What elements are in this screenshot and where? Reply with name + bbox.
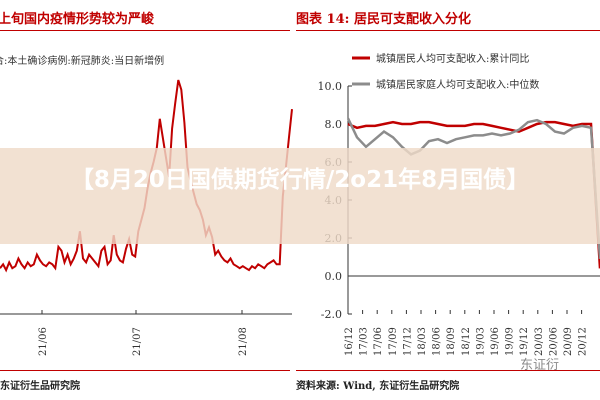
- right-y-tick-label: -2.0: [321, 308, 342, 321]
- left-series-label: 合:本土确诊病例:新冠肺炎:当日新增例: [0, 56, 165, 67]
- left-chart-title: 上旬国内疫情形势较为严峻: [0, 12, 155, 27]
- right-legend-label: 城镇居民人均可支配收入:累计同比: [376, 52, 529, 65]
- left-x-tick-label: 21/06: [38, 327, 49, 356]
- left-source-text: 东证衍生品研究院: [0, 381, 80, 392]
- headline-text: 【8月20日国债期货行情/2o21年8月国债】: [70, 167, 530, 193]
- right-chart-title: 图表 14: 居民可支配收入分化: [296, 12, 471, 27]
- right-x-tick-label: 20/09: [563, 327, 574, 356]
- right-x-tick-label: 19/03: [475, 327, 486, 356]
- left-title-rule: [0, 30, 290, 31]
- right-x-tick-label: 20/06: [548, 327, 559, 356]
- watermark-logo: 东证衍: [520, 358, 560, 373]
- left-x-tick-label: 21/08: [238, 327, 249, 356]
- right-series-line: [346, 117, 600, 259]
- right-x-tick-label: 17/06: [373, 327, 384, 356]
- right-x-tick-label: 17/03: [359, 327, 370, 356]
- right-y-tick-label: 0.0: [325, 270, 343, 283]
- right-x-tick-label: 19/12: [519, 327, 530, 356]
- left-x-tick-label: 21/07: [132, 327, 143, 356]
- right-x-tick-label: 17/09: [388, 327, 399, 356]
- right-title-rule: [296, 30, 600, 31]
- right-x-tick-label: 18/03: [417, 327, 428, 356]
- right-x-tick-label: 19/06: [490, 327, 501, 356]
- headline-banner: 【8月20日国债期货行情/2o21年8月国债】: [0, 148, 600, 244]
- right-x-tick-label: 17/12: [402, 327, 413, 356]
- right-source-rule: [296, 370, 600, 371]
- right-x-tick-label: 19/09: [505, 327, 516, 356]
- right-x-tick-label: 18/09: [446, 327, 457, 356]
- right-series-line: [347, 120, 600, 269]
- right-y-tick-label: 10.0: [318, 80, 343, 93]
- right-y-tick-label: 8.0: [325, 118, 343, 131]
- left-source-rule: [0, 370, 290, 371]
- right-x-tick-label: 18/06: [432, 327, 443, 356]
- right-x-tick-label: 16/12: [344, 327, 355, 356]
- right-x-tick-label: 20/03: [534, 327, 545, 356]
- right-legend-label: 城镇居民家庭人均可支配收入:中位数: [376, 78, 539, 91]
- right-x-tick-label: 20/12: [578, 327, 589, 356]
- right-x-tick-label: 18/12: [461, 327, 472, 356]
- right-source-text: 资料来源: Wind, 东证衍生品研究院: [296, 381, 460, 392]
